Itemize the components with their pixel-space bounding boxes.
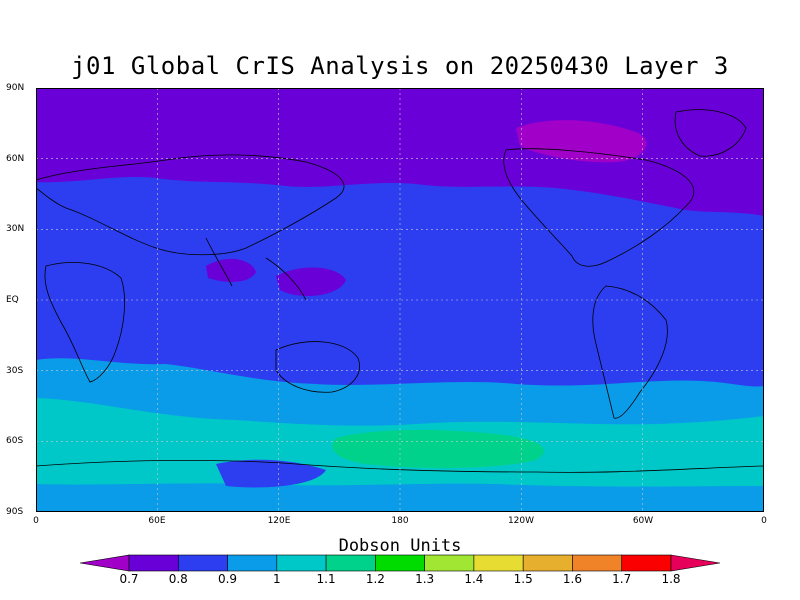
ozone-map (36, 88, 764, 512)
band-north-08 (36, 88, 764, 216)
lat-tick-30n: 30N (6, 224, 25, 234)
pocket-tropic-2 (276, 267, 346, 296)
colorbar-label-8: 1.5 (513, 572, 533, 586)
lat-tick-90s: 90S (6, 507, 24, 517)
lat-tick-60s: 60S (6, 436, 24, 446)
colorbar-swatch-9 (522, 554, 573, 572)
lat-tick-eq: EQ (6, 295, 19, 305)
pocket-tropic-1 (206, 258, 256, 282)
colorbar-label-6: 1.3 (415, 572, 435, 586)
coastlines (36, 109, 764, 473)
colorbar-label-1: 0.8 (168, 572, 188, 586)
blob-antarctic-09 (216, 459, 326, 488)
grid-lines (36, 88, 764, 512)
lon-tick-120w: 120W (507, 516, 535, 526)
colorbar (79, 554, 721, 572)
colorbar-label-3: 1 (272, 572, 281, 586)
map-border (36, 88, 764, 512)
colorbar-swatch-3 (227, 554, 278, 572)
colorbar-swatch-6 (375, 554, 425, 572)
band-south-12 (332, 429, 544, 469)
colorbar-label-2: 0.9 (217, 572, 238, 586)
colorbar-label-7: 1.4 (464, 572, 484, 586)
colorbar-swatch-8 (473, 554, 524, 572)
lon-tick-0-right: 0 (761, 516, 767, 526)
colorbar-label-4: 1.1 (316, 572, 336, 586)
colorbar-swatch-5 (325, 554, 376, 572)
lon-tick-0: 0 (33, 516, 39, 526)
colorbar-swatch-11 (621, 554, 672, 572)
colorbar-swatch-2 (177, 554, 228, 572)
colorbar-swatch-12 (670, 554, 721, 572)
lon-tick-60e: 60E (148, 516, 166, 526)
lat-tick-90n: 90N (6, 83, 25, 93)
lat-tick-30s: 30S (6, 366, 24, 376)
colorbar-swatch-10 (572, 554, 623, 572)
pocket-north-07 (516, 120, 647, 163)
colorbar-label-5: 1.2 (365, 572, 385, 586)
lat-tick-60n: 60N (6, 154, 25, 164)
colorbar-label-11: 1.8 (661, 572, 681, 586)
colorbar-label-10: 1.7 (612, 572, 632, 586)
colorbar-swatch-0 (79, 554, 130, 572)
band-bottom-10 (36, 490, 764, 512)
lon-tick-60w: 60W (632, 516, 654, 526)
chart-title: j01 Global CrIS Analysis on 20250430 Lay… (71, 52, 729, 80)
colorbar-label-9: 1.6 (562, 572, 582, 586)
lon-tick-180: 180 (391, 516, 409, 526)
colorbar-swatch-1 (128, 554, 179, 572)
lon-tick-120e: 120E (267, 516, 291, 526)
colorbar-swatch-7 (424, 554, 475, 572)
colorbar-title: Dobson Units (338, 536, 462, 556)
map-svg (36, 88, 764, 512)
colorbar-label-0: 0.7 (119, 572, 139, 586)
colorbar-swatch-4 (276, 554, 327, 572)
